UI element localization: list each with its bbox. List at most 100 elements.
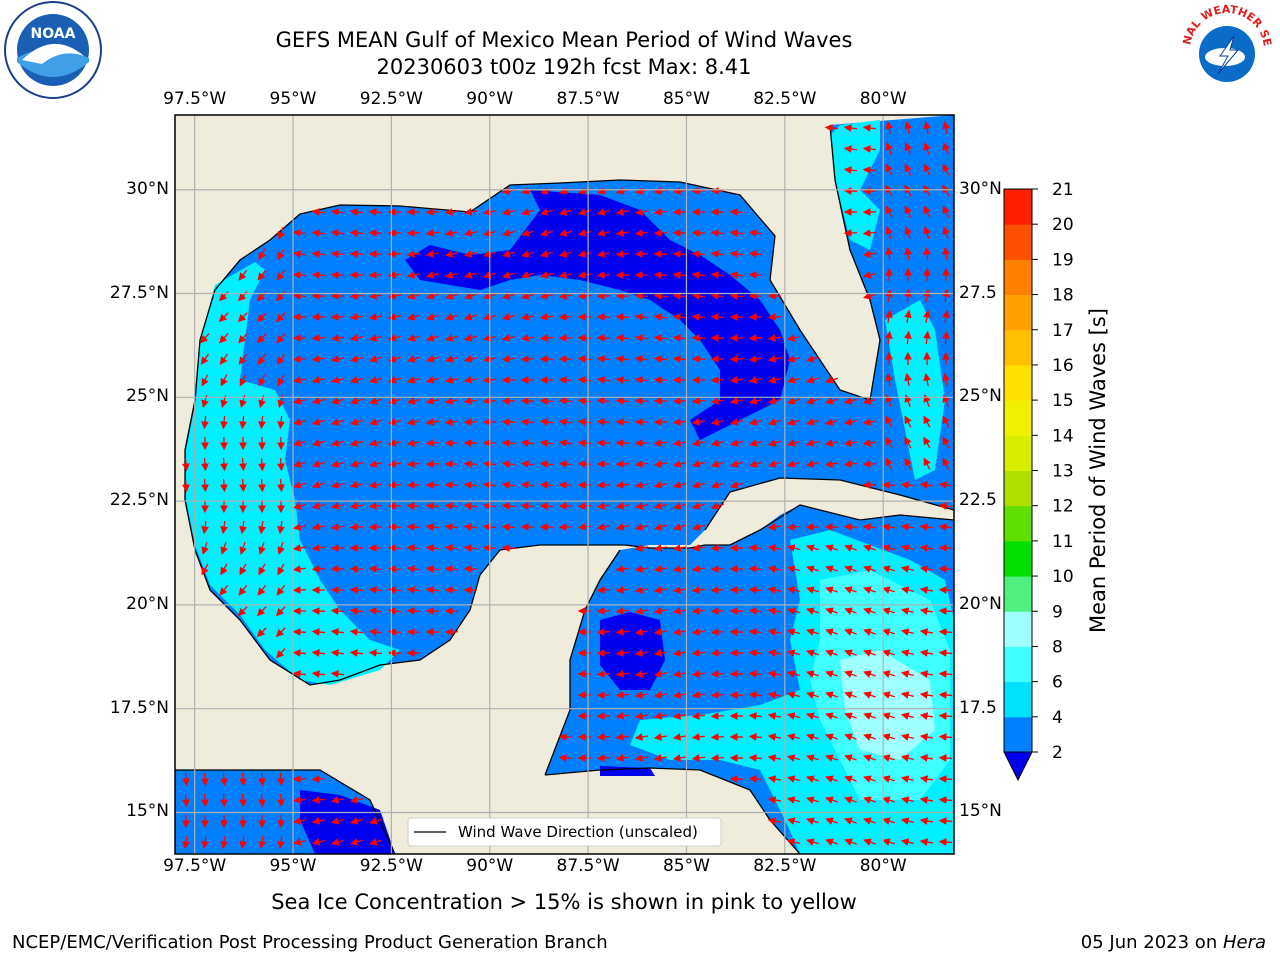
wave-arrow <box>276 269 286 281</box>
wave-arrow <box>258 542 266 555</box>
wave-arrow <box>521 229 534 237</box>
wave-arrow <box>330 838 344 846</box>
colorbar-swatch <box>1004 435 1032 471</box>
wave-arrow <box>596 670 611 678</box>
colorbar-tick-label: 21 <box>1052 180 1074 200</box>
lon-tick-bottom: 85°W <box>662 856 710 876</box>
wave-arrow <box>444 229 459 237</box>
wave-arrow <box>900 565 914 573</box>
wave-arrow <box>311 334 326 342</box>
colorbar-tick-label: 8 <box>1052 637 1063 657</box>
lat-tick-right: 17.5 <box>959 697 997 718</box>
wave-arrow <box>825 565 838 573</box>
wave-arrow <box>653 712 668 720</box>
wave-arrow <box>786 607 800 615</box>
wave-arrow <box>369 817 382 825</box>
wave-arrow <box>806 796 819 804</box>
wave-arrow <box>786 670 800 678</box>
wave-arrow <box>201 772 209 787</box>
wave-arrow <box>900 691 914 699</box>
wave-arrow <box>767 376 781 384</box>
wave-arrow <box>786 460 800 468</box>
wave-arrow <box>311 628 326 636</box>
wave-arrow <box>900 481 915 489</box>
lon-tick-bottom: 95°W <box>269 856 317 876</box>
wave-arrow <box>615 565 630 573</box>
wave-arrow <box>692 502 705 510</box>
wave-arrow <box>882 649 895 657</box>
wave-arrow <box>729 376 744 384</box>
colorbar-tick-label: 18 <box>1052 286 1074 306</box>
wave-arrow <box>672 544 687 552</box>
wave-arrow <box>919 670 934 678</box>
wave-arrow <box>923 205 931 218</box>
wave-arrow <box>634 481 649 489</box>
wave-arrow <box>863 544 876 552</box>
wave-arrow <box>767 313 782 321</box>
wave-arrow <box>577 418 592 426</box>
wave-arrow <box>653 481 667 489</box>
wave-arrow <box>768 439 781 447</box>
wave-arrow <box>349 229 364 237</box>
wave-arrow <box>691 565 706 573</box>
wave-arrow <box>277 457 285 472</box>
wave-arrow <box>444 481 459 489</box>
wave-arrow <box>444 439 459 447</box>
wave-arrow <box>330 544 345 552</box>
wave-arrow <box>863 712 876 720</box>
wave-arrow <box>767 586 782 594</box>
wave-arrow <box>634 313 649 321</box>
wave-arrow <box>615 754 630 762</box>
wave-arrow <box>824 397 838 405</box>
wave-arrow <box>863 838 876 846</box>
wave-arrow <box>843 460 858 468</box>
wave-arrow <box>312 460 325 468</box>
wave-arrow <box>349 355 363 363</box>
wave-arrow <box>330 817 344 825</box>
wave-arrow <box>615 733 630 741</box>
wave-arrow <box>942 142 950 155</box>
wave-arrow <box>710 733 725 741</box>
colorbar-swatch <box>1004 470 1032 507</box>
wave-arrow <box>444 208 459 216</box>
wave-arrow <box>239 772 247 787</box>
wave-arrow <box>787 397 800 405</box>
noaa-logo: NOAA <box>4 1 102 99</box>
wave-arrow <box>258 248 266 261</box>
wave-arrow <box>691 418 706 426</box>
wave-arrow <box>330 586 345 594</box>
wave-arrow <box>406 460 421 468</box>
wave-arrow <box>786 733 800 741</box>
wave-arrow <box>710 418 725 426</box>
wave-arrow <box>539 292 554 300</box>
wave-arrow <box>919 817 934 825</box>
wave-arrow <box>350 397 363 405</box>
wave-arrow <box>238 333 248 344</box>
wave-arrow <box>882 628 895 636</box>
wave-arrow <box>596 355 611 363</box>
wave-arrow <box>349 250 364 258</box>
wave-arrow <box>862 250 877 258</box>
wave-arrow <box>653 271 668 279</box>
wind-wave-arrows <box>182 120 953 850</box>
wave-arrow <box>349 628 364 636</box>
wave-arrow <box>653 565 668 573</box>
wave-arrow <box>862 166 877 174</box>
wave-arrow <box>904 372 912 387</box>
wave-arrow <box>257 353 267 365</box>
wave-arrow <box>634 649 649 657</box>
wave-arrow <box>634 544 649 552</box>
wave-arrow <box>729 292 744 300</box>
wave-arrow <box>407 334 420 342</box>
wave-arrow <box>502 271 515 279</box>
wave-arrow <box>863 691 876 699</box>
wave-arrow <box>596 271 611 279</box>
wave-arrow <box>276 584 286 596</box>
wave-arrow <box>239 374 247 387</box>
wave-arrow <box>368 460 383 468</box>
wave-arrow <box>767 733 782 741</box>
lat-tick-right: 15°N <box>959 801 1002 822</box>
wave-arrow <box>406 544 421 552</box>
wave-arrow <box>330 670 345 678</box>
wave-arrow <box>748 607 763 615</box>
